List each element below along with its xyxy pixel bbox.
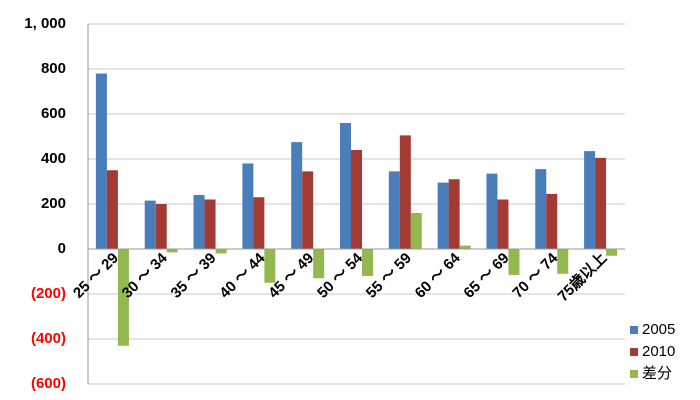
y-tick-label: 800	[41, 60, 66, 77]
bar	[437, 182, 449, 249]
bar	[313, 249, 325, 279]
bar	[242, 163, 254, 249]
y-tick-label: (200)	[31, 285, 66, 302]
bar	[584, 151, 596, 249]
legend-swatch	[630, 348, 638, 356]
bar	[410, 213, 422, 249]
bar	[340, 123, 351, 249]
y-tick-label: (400)	[31, 330, 66, 347]
y-tick-label: 200	[41, 195, 66, 212]
bar	[193, 195, 205, 249]
bar	[253, 197, 265, 249]
bar	[399, 135, 411, 249]
bar	[166, 249, 178, 253]
bar	[508, 249, 520, 275]
legend-label: 2005	[642, 321, 675, 338]
bar	[291, 142, 303, 249]
legend-label: 2010	[642, 343, 675, 360]
bar	[497, 199, 509, 249]
bar	[351, 150, 362, 249]
y-tick-label: 400	[41, 150, 66, 167]
bar	[557, 249, 569, 274]
bar	[362, 249, 373, 276]
bar	[264, 249, 276, 283]
bar	[144, 200, 156, 249]
bar	[535, 169, 547, 249]
bar	[117, 249, 129, 346]
bar	[388, 171, 400, 249]
bar	[95, 73, 107, 249]
y-tick-label: 1, 000	[24, 15, 66, 32]
y-tick-label: 0	[58, 240, 66, 257]
bar	[215, 249, 227, 254]
bar	[302, 171, 314, 249]
bar	[204, 199, 216, 249]
legend-label: 差分	[642, 365, 672, 382]
bar	[546, 193, 558, 249]
bar	[606, 249, 618, 256]
legend-swatch	[630, 370, 638, 378]
y-tick-label: 600	[41, 105, 66, 122]
bar	[459, 245, 471, 249]
bar	[486, 173, 498, 249]
legend-swatch	[630, 326, 638, 334]
bar	[595, 157, 607, 249]
bar	[106, 170, 118, 249]
bar	[448, 179, 460, 249]
bar	[155, 204, 167, 249]
y-tick-label: (600)	[31, 375, 66, 392]
